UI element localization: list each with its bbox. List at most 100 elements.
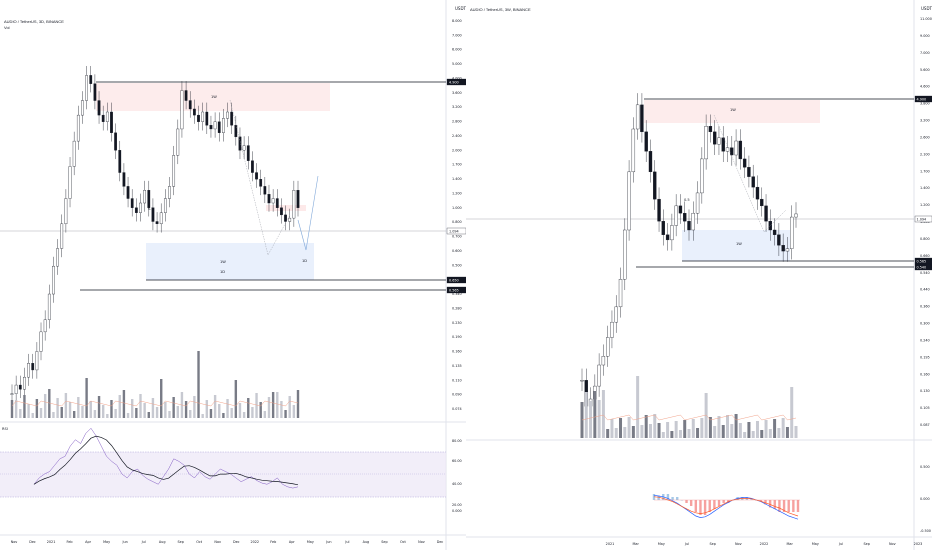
volume-bar (184, 401, 188, 418)
candle-body (234, 125, 238, 138)
price-tag-label: 4.900 (917, 98, 927, 102)
volume-bar (114, 409, 117, 418)
candle-body (110, 111, 113, 133)
macd-histogram-bar (708, 500, 711, 512)
volume-bar (644, 415, 648, 438)
candle-body (114, 132, 117, 151)
volume-bar (164, 402, 167, 418)
volume-bar (610, 419, 614, 438)
candle-body (280, 207, 283, 216)
price-tick-label: 4.600 (920, 85, 930, 89)
macd-histogram-bar (722, 500, 725, 503)
price-tick-label: 3.200 (920, 119, 930, 123)
price-tick-label: 5.600 (920, 68, 930, 72)
candle-body (155, 221, 159, 225)
volume-bar (131, 399, 134, 418)
price-tick-label: 0.340 (452, 292, 462, 296)
signal-line (653, 496, 799, 517)
price-tick-label: 0.160 (920, 372, 930, 376)
macd-histogram-bar (699, 500, 702, 515)
time-tick-label: Jul (684, 542, 689, 546)
price-tick-label: 1.200 (452, 191, 462, 195)
volume-bar (251, 407, 254, 418)
candle-body (259, 179, 263, 187)
candle-body (163, 198, 167, 213)
volume-bar (648, 424, 652, 438)
rsi-tick-label: 80.00 (452, 439, 462, 443)
macd-histogram-bar (773, 500, 776, 509)
price-tick-label: 4.000 (452, 76, 462, 80)
volume-bar (267, 397, 271, 418)
price-tag-label: 0.650 (449, 279, 459, 283)
volume-bar (584, 392, 588, 438)
candle-body (657, 198, 661, 222)
volume-bar (657, 423, 661, 438)
volume-bar (636, 376, 640, 438)
time-tick-label: Apr (85, 540, 91, 544)
time-tick-label: Jul (838, 542, 843, 546)
candle-body (105, 111, 109, 122)
volume-bar (678, 430, 682, 438)
volume-bar (27, 404, 30, 418)
volume-bar (790, 387, 794, 438)
time-tick-label: Mar (632, 542, 639, 546)
price-tick-label: 2.600 (920, 135, 930, 139)
price-tag-label: 4.900 (449, 81, 459, 85)
volume-bar (52, 412, 55, 418)
weekly-supply-zone (644, 100, 820, 123)
candle-body (176, 128, 180, 156)
volume-bar (794, 426, 798, 438)
candle-body (618, 279, 623, 308)
candle-body (68, 166, 72, 199)
candle-body (263, 186, 267, 195)
price-tick-label: 3.600 (452, 91, 462, 95)
volume-bar (738, 423, 742, 438)
volume-bar (118, 395, 121, 418)
volume-bar (101, 405, 105, 418)
volume-bar (691, 419, 695, 438)
volume-bar (768, 429, 772, 438)
rsi-tick-label: 40.00 (452, 482, 462, 486)
candle-body (760, 198, 764, 207)
volume-bar (606, 429, 610, 438)
candle-body (644, 131, 648, 152)
price-tick-label: 0.105 (920, 406, 930, 410)
right-chart[interactable]: USDT 11.000 9.000 7.000 5.600 4.600 3.800 3.200… (466, 0, 932, 550)
candle-body (159, 212, 163, 225)
time-tick-label: Nov (889, 542, 896, 546)
zone-annotation: 1W (736, 242, 742, 246)
volume-bar (139, 394, 142, 418)
volume-bar (81, 406, 84, 418)
time-tick-label: Nov (11, 540, 18, 544)
price-tag-label: 1.094 (917, 218, 927, 222)
candle-body (683, 212, 687, 222)
price-tick-label: 0.110 (452, 378, 462, 382)
candle-body (606, 337, 610, 357)
candle-body (31, 363, 35, 371)
candle-body (168, 186, 171, 199)
time-tick-label: Nov (735, 542, 742, 546)
price-tick-label: 2.100 (920, 152, 930, 156)
volume-bar (19, 409, 22, 418)
time-tick-label: Sep (863, 542, 869, 546)
time-tick-label: Jun (325, 540, 331, 544)
candle-body (614, 306, 618, 323)
volume-bar (193, 396, 196, 418)
left-chart[interactable]: USDT 8.000 7.000 6.000 5.000 4.000 3.600 3.200 2… (0, 0, 466, 550)
price-tick-label: 0.090 (452, 393, 462, 397)
volume-bar (773, 419, 777, 438)
volume-bar (623, 427, 627, 438)
macd-histogram-bar (778, 500, 781, 512)
candle-body (635, 104, 640, 130)
candle-body (209, 125, 213, 130)
left-volume-label: Vol (4, 25, 10, 30)
candle-body (601, 355, 606, 366)
volume-bar (627, 417, 631, 438)
candle-body (687, 220, 691, 231)
zone-annotation: 1W (220, 260, 226, 264)
price-tick-label: 0.087 (920, 423, 930, 427)
volume-bar (226, 399, 229, 418)
price-tag (914, 263, 932, 271)
zone-annotation: 1W (211, 95, 217, 99)
price-tick-label: 0.135 (452, 364, 462, 368)
